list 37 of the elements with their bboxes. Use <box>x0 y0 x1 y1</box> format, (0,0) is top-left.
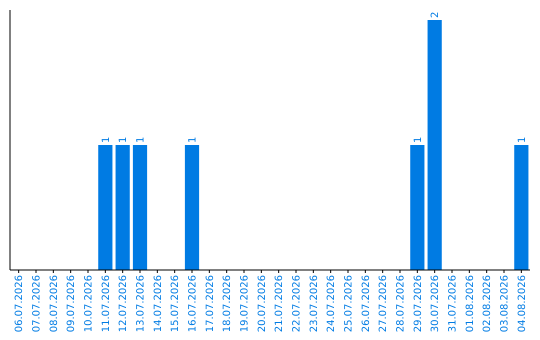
data-label: 1 <box>118 136 130 143</box>
data-label: 2 <box>430 12 442 18</box>
x-tick-label: 31.07.2026 <box>448 275 458 332</box>
x-tick-label: 26.07.2026 <box>360 275 372 332</box>
x-tick-label: 30.07.2026 <box>430 275 442 332</box>
x-tick-label: 25.07.2026 <box>344 275 354 332</box>
x-tick-label: 13.07.2026 <box>136 275 146 332</box>
x-tick-label: 22.07.2026 <box>292 275 302 332</box>
x-tick-label: 23.07.2026 <box>308 275 320 332</box>
x-tick-label: 28.07.2026 <box>396 275 406 332</box>
x-tick-label: 27.07.2026 <box>378 275 390 332</box>
data-label: 1 <box>100 136 112 143</box>
data-label: 1 <box>188 136 198 143</box>
x-tick-label: 29.07.2026 <box>412 275 424 332</box>
x-tick-label: 10.07.2026 <box>84 275 94 332</box>
x-tick-label: 18.07.2026 <box>222 275 234 332</box>
x-tick-label: 14.07.2026 <box>152 275 164 332</box>
x-tick-label: 21.07.2026 <box>274 275 286 332</box>
x-tick-label: 11.07.2026 <box>100 275 112 332</box>
x-tick-label: 07.07.2026 <box>32 275 42 332</box>
x-tick-label: 02.08.2026 <box>482 275 494 332</box>
x-tick-label: 08.07.2026 <box>48 275 60 332</box>
x-tick-label: 06.07.2026 <box>14 275 26 332</box>
x-tick-label: 12.07.2026 <box>118 275 130 332</box>
x-tick-label: 24.07.2026 <box>326 275 338 332</box>
x-tick-label: 04.08.2026 <box>516 275 528 332</box>
x-tick-label: 15.07.2026 <box>170 275 182 332</box>
x-tick-label: 16.07.2026 <box>188 275 198 332</box>
data-label: 1 <box>412 136 424 143</box>
data-label: 1 <box>516 136 528 143</box>
x-tick-label: 09.07.2026 <box>66 275 78 332</box>
x-tick-label: 17.07.2026 <box>204 275 216 332</box>
data-label: 1 <box>136 136 146 143</box>
x-tick-label: 19.07.2026 <box>240 275 250 332</box>
x-tick-label: 20.07.2026 <box>256 275 268 332</box>
x-tick-label: 03.08.2026 <box>500 275 510 332</box>
x-tick-label: 01.08.2026 <box>464 275 476 332</box>
